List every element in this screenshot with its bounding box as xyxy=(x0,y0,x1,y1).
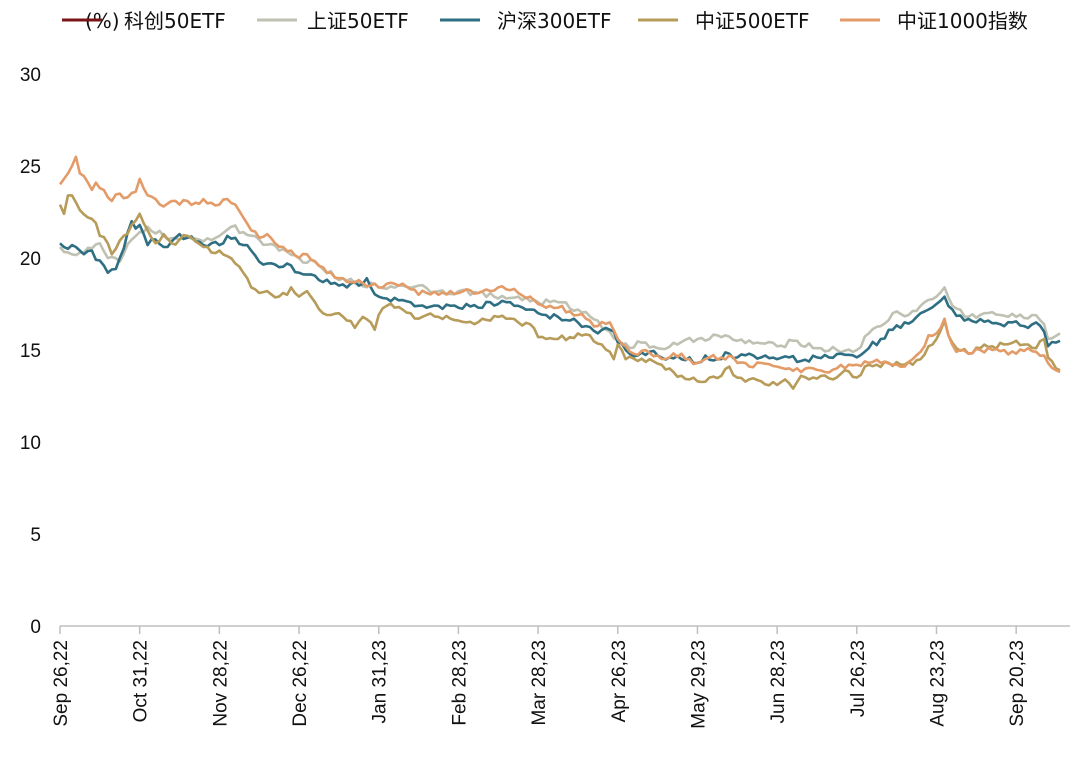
x-tick-label: Jun 28,23 xyxy=(768,640,789,723)
y-tick-label: 20 xyxy=(20,249,41,270)
x-axis: Sep 26,22 Oct 31,22 Nov 28,22 Dec 26,22 Jan … xyxy=(51,625,1070,729)
legend: (%) 科创50ETF 上证50ETF 沪深300ETF 中证500ETF 中证1000指… xyxy=(62,9,1028,33)
y-tick-label: 10 xyxy=(20,433,41,454)
series-line xyxy=(58,155,1061,374)
series-line xyxy=(59,219,1061,365)
y-axis: 0 5 10 15 20 25 30 xyxy=(20,65,41,638)
legend-label: 沪深300ETF xyxy=(497,9,612,33)
x-tick-label: Sep 20,23 xyxy=(1007,640,1028,727)
y-tick-label: 15 xyxy=(20,341,41,362)
plot-area xyxy=(58,155,1061,390)
y-tick-label: 30 xyxy=(20,65,41,86)
x-tick-label: Aug 23,23 xyxy=(927,640,948,727)
x-tick-label: May 29,23 xyxy=(688,640,709,729)
legend-label: 科创50ETF xyxy=(124,9,226,33)
x-tick-label: Jul 26,23 xyxy=(848,640,869,717)
x-tick-label: Mar 28,23 xyxy=(529,640,550,726)
x-tick-label: Sep 26,22 xyxy=(51,640,72,727)
x-tick-label: Nov 28,22 xyxy=(210,640,231,727)
x-tick-label: Dec 26,22 xyxy=(290,640,311,727)
x-tick-label: Apr 26,23 xyxy=(609,640,630,722)
series-line xyxy=(58,224,1061,354)
legend-label: 中证1000指数 xyxy=(897,9,1028,33)
x-tick-label: Oct 31,22 xyxy=(131,640,152,722)
x-tick-label: Jan 31,23 xyxy=(370,640,391,723)
y-tick-label: 5 xyxy=(30,525,41,546)
x-tick-label: Feb 28,23 xyxy=(449,640,470,726)
legend-label: 上证50ETF xyxy=(307,9,409,33)
y-tick-label: 25 xyxy=(20,157,41,178)
legend-label: 中证500ETF xyxy=(695,9,810,33)
y-tick-label: 0 xyxy=(30,617,41,638)
